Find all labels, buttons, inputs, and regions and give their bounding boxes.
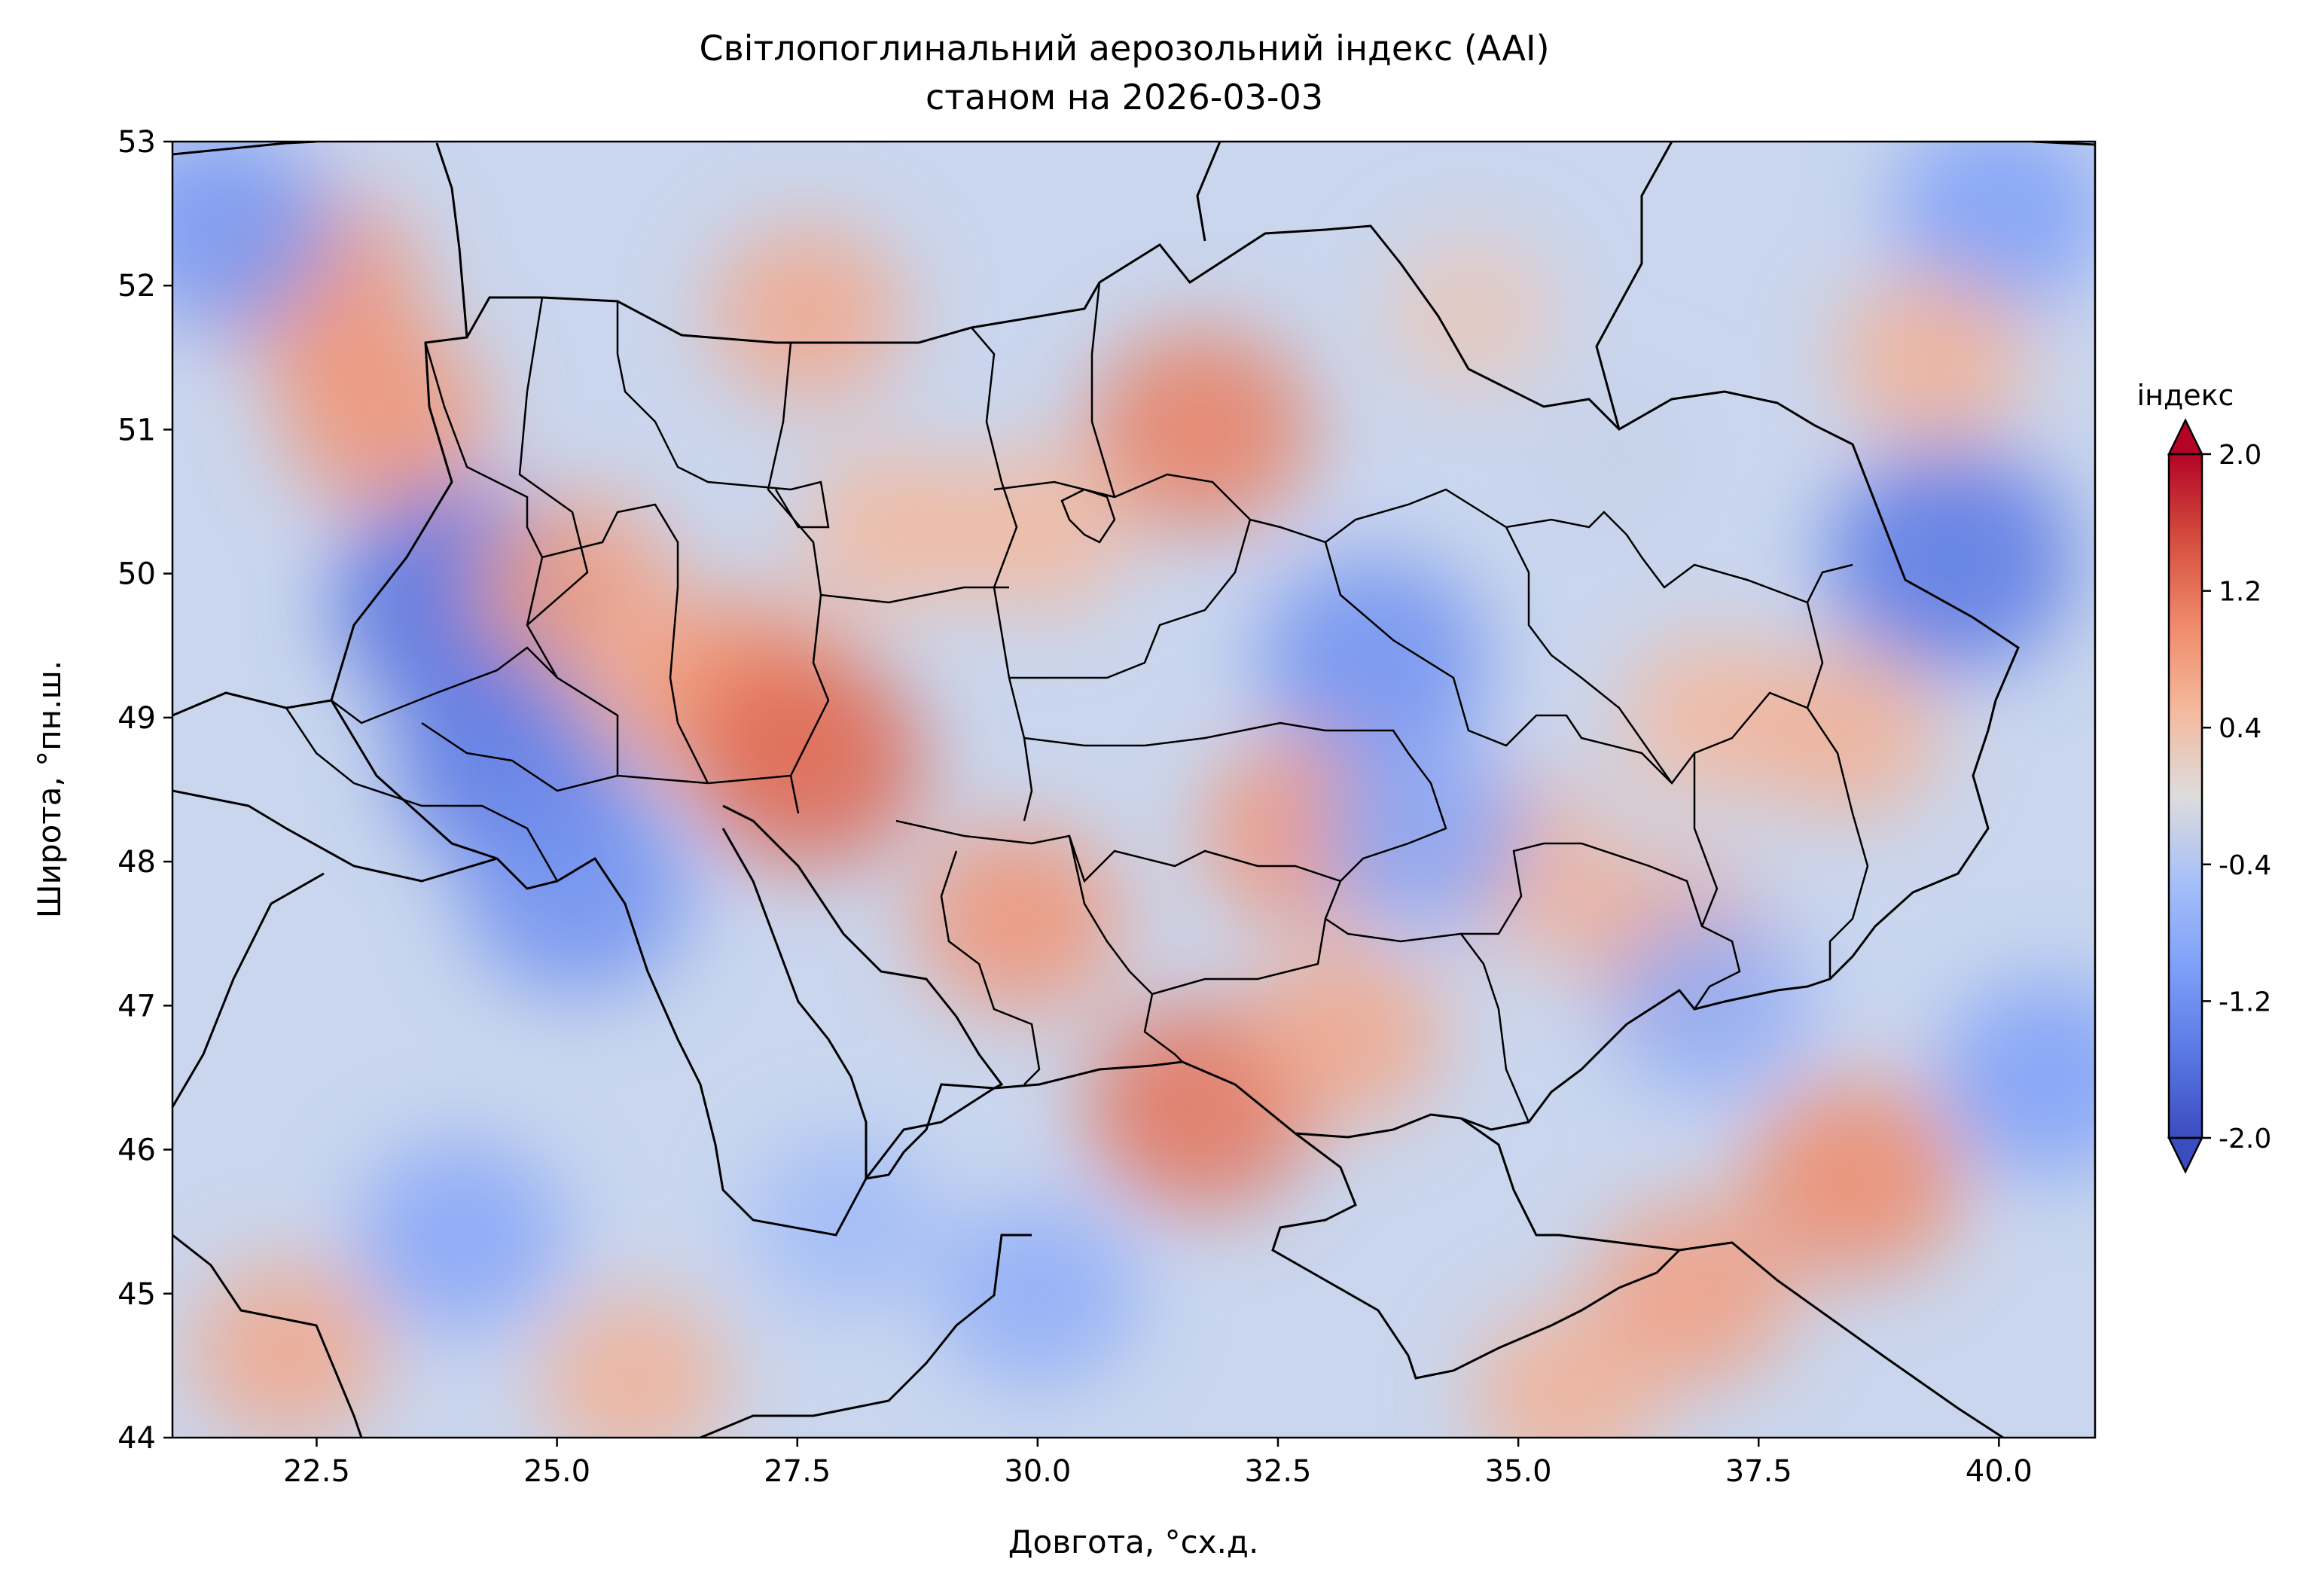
field-sample [1837,271,2027,444]
moldova-border [721,804,1004,1180]
belarus-russia-border [435,142,1673,430]
field-sample [946,447,1129,614]
field-sample [709,225,905,404]
colorbar-ticks: -2.0 -1.2 -0.4 0.4 1.2 2.0 [2202,440,2271,1154]
colorbar-extend-bottom [2167,1136,2204,1174]
colorbar-tick-label: -0.4 [2219,850,2271,881]
y-tick-label: 44 [117,1421,156,1456]
x-axis-label: Довгота, °сх.д. [1008,1523,1259,1560]
field-sample [172,142,332,329]
plot-area [172,142,2095,1438]
x-tick-label: 35.0 [1485,1454,1552,1489]
field-sample [1939,979,2095,1176]
field-sample [802,447,985,614]
x-tick-label: 22.5 [283,1454,350,1489]
colorbar-frame [2167,453,2204,1139]
x-tick-label: 32.5 [1244,1454,1311,1489]
colorbar-tick-label: 0.4 [2219,713,2261,744]
y-tick-label: 53 [117,125,156,160]
crimea-outline [1271,1117,1682,1380]
kyiv-city-outline [1060,488,1116,544]
field-sample [1590,1201,1793,1386]
field-sample [462,786,691,995]
y-tick-label: 48 [117,845,156,880]
field-sample [190,1262,386,1438]
romania-border [172,691,1032,1438]
y-tick-label: 46 [117,1133,156,1168]
y-tick-label: 52 [117,269,156,303]
colorbar: -2.0 -1.2 -0.4 0.4 1.2 2.0 індекс [2137,379,2271,1174]
y-tick-label: 50 [117,557,156,592]
colorbar-tick-label: 2.0 [2219,440,2261,471]
field-sample [356,1141,566,1331]
field-sample [1826,446,2075,673]
y-tick-label: 49 [117,701,156,736]
aai-field [172,142,2095,1438]
colorbar-tick-label: -1.2 [2219,987,2271,1017]
plot-frame [171,140,2097,1439]
field-sample [539,1294,729,1438]
colorbar-gradient [2169,454,2202,1138]
field-sample [279,320,489,511]
x-axis: 22.5 25.0 27.5 30.0 32.5 35.0 37.5 40.0 [283,1438,2033,1489]
y-tick-label: 51 [117,413,156,447]
field-sample [1317,737,1527,928]
field-sample [751,1136,940,1308]
field-sample [1750,646,1940,819]
field-sample [1247,945,1444,1124]
colorbar-extend-top [2167,418,2204,456]
x-tick-label: 37.5 [1725,1454,1792,1489]
y-axis-label: Широта, °пн.ш. [31,660,68,919]
x-tick-label: 27.5 [764,1454,831,1489]
field-sample [1472,1308,1661,1438]
field-sample [1891,142,2095,312]
ukraine-border [330,224,2020,1237]
y-axis: 44 45 46 47 48 49 50 51 52 53 [117,125,172,1456]
black-sea-south-coast [1679,1241,2004,1438]
x-tick-label: 40.0 [1966,1454,2033,1489]
colorbar-label: індекс [2137,379,2234,412]
y-tick-label: 45 [117,1277,156,1312]
y-tick-label: 47 [117,989,156,1023]
oblast-borders [285,282,1869,1123]
field-sample [1386,237,1555,392]
chart-title: Світлопоглинальний аерозольний індекс (A… [699,28,1549,69]
colorbar-tick-label: 1.2 [2219,577,2261,608]
field-sample [1746,1080,1963,1276]
x-tick-label: 25.0 [523,1454,590,1489]
chart-subtitle: станом на 2026-03-03 [926,77,1323,117]
x-tick-label: 30.0 [1004,1454,1071,1489]
field-sample [936,1201,1139,1386]
field-sample [1090,328,1313,531]
field-sample [689,654,925,868]
colorbar-tick-label: -2.0 [2219,1124,2271,1154]
field-sample [1533,384,1696,532]
field-sample [1259,556,1489,764]
field-sample [913,824,1123,1014]
